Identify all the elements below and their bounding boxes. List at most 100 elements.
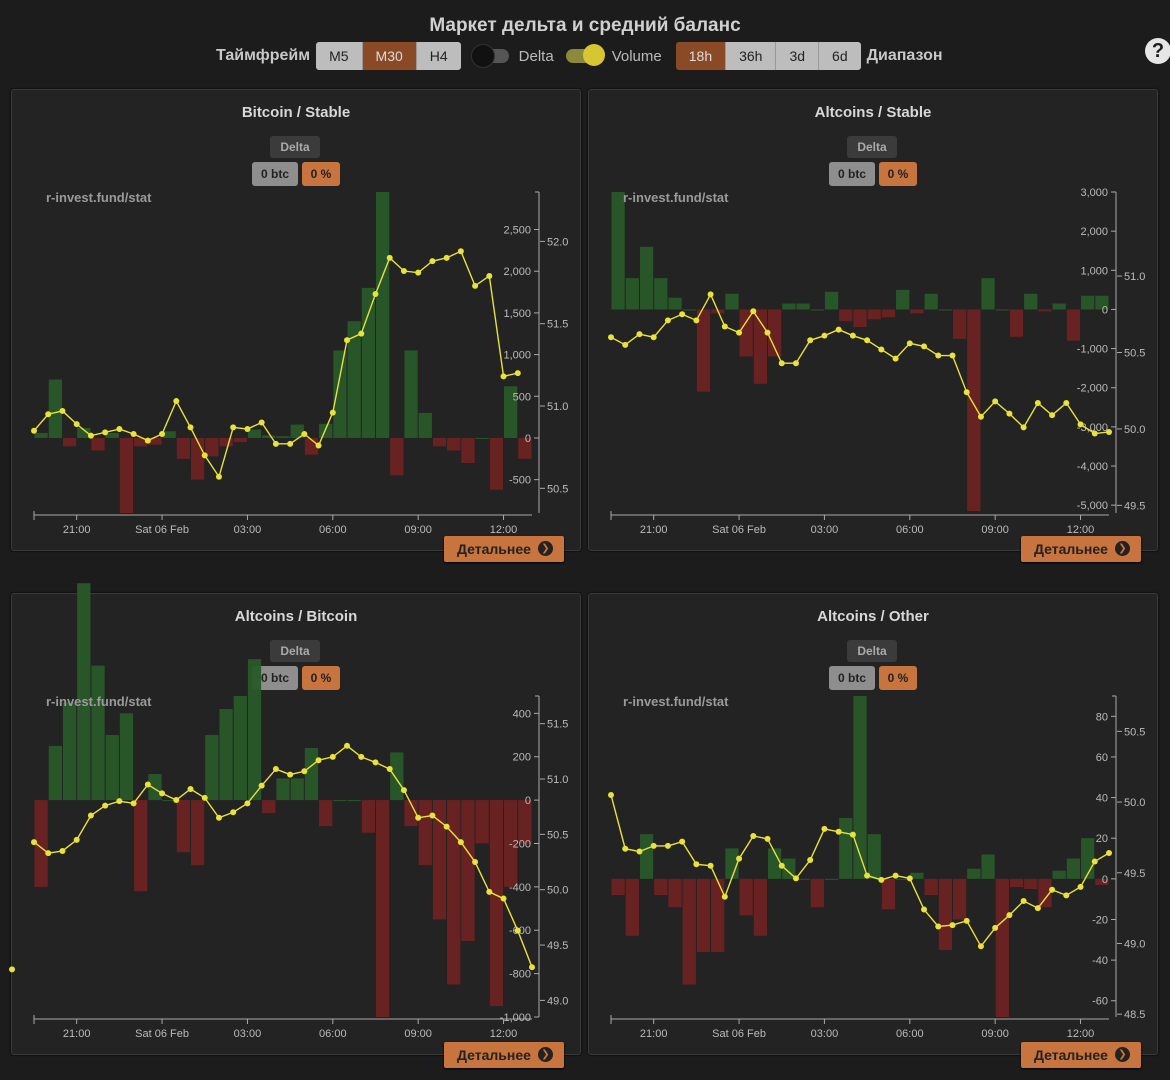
delta-bar bbox=[952, 878, 967, 920]
y-tick-label: -5,000 bbox=[1077, 500, 1108, 512]
delta-bar bbox=[447, 437, 461, 451]
timeframe-h4[interactable]: H4 bbox=[416, 42, 461, 70]
balance-point bbox=[764, 329, 771, 336]
y-tick-label: 80 bbox=[1096, 711, 1108, 723]
delta-bar bbox=[262, 800, 276, 814]
timeframe-label: Таймфрейм bbox=[216, 47, 311, 64]
balance-point bbox=[159, 430, 166, 437]
range-36h[interactable]: 36h bbox=[726, 42, 777, 70]
balance-point bbox=[457, 839, 464, 846]
percent-button[interactable]: 0 % bbox=[302, 666, 340, 690]
percent-button[interactable]: 0 % bbox=[879, 162, 917, 186]
balance-point bbox=[415, 814, 422, 821]
timeframe-m30[interactable]: M30 bbox=[362, 42, 417, 70]
chart-altcoins-bitcoin: 21:00 Sat 06 Feb 03:00 06:00 09:00 12:00 -1,00… bbox=[9, 583, 568, 1040]
delta-bar bbox=[696, 309, 711, 392]
panel-bitcoin-stable: Bitcoin / Stable Delta 0 btc 0 % 21:00 Sa… bbox=[11, 89, 581, 562]
balance-point bbox=[921, 343, 928, 350]
balance-point bbox=[173, 398, 180, 405]
balance-point bbox=[159, 790, 166, 797]
percent-button[interactable]: 0 % bbox=[879, 666, 917, 690]
y2-tick-label: 50.5 bbox=[547, 829, 568, 841]
x-tick-label: Sat 06 Feb bbox=[135, 524, 189, 536]
balance-point bbox=[721, 893, 728, 900]
range-6d[interactable]: 6d bbox=[819, 42, 861, 70]
balance-point bbox=[707, 862, 714, 869]
delta-bar bbox=[739, 878, 753, 916]
balance-point bbox=[1049, 412, 1056, 419]
y2-tick-label: 49.0 bbox=[547, 995, 568, 1007]
watermark: r-invest.fund/stat bbox=[46, 190, 152, 205]
balance-point bbox=[1020, 424, 1027, 431]
delta-bar bbox=[981, 278, 995, 310]
btc-button[interactable]: 0 btc bbox=[829, 666, 875, 690]
delta-bar bbox=[1038, 878, 1052, 908]
balance-point bbox=[457, 248, 464, 255]
balance-point bbox=[679, 838, 686, 845]
volume-toggle-knob bbox=[582, 44, 605, 66]
balance-point bbox=[977, 943, 984, 950]
details-button[interactable]: Детальнее ❯ bbox=[1021, 1042, 1141, 1068]
delta-bar bbox=[639, 834, 654, 879]
panel-title: Bitcoin / Stable bbox=[241, 104, 351, 121]
delta-bar bbox=[725, 848, 739, 879]
delta-bar bbox=[1009, 878, 1024, 887]
delta-toggle[interactable] bbox=[470, 44, 509, 68]
y2-tick-label: 49.0 bbox=[1124, 938, 1145, 950]
btc-button[interactable]: 0 btc bbox=[829, 162, 875, 186]
delta-bar bbox=[896, 289, 910, 310]
balance-point bbox=[358, 753, 365, 760]
range-label: Диапазон bbox=[866, 47, 943, 64]
y2-tick-label: 51.0 bbox=[547, 401, 568, 413]
y-tick-label: 3,000 bbox=[1080, 187, 1108, 199]
delta-bar bbox=[304, 748, 319, 801]
btc-button[interactable]: 0 btc bbox=[252, 162, 298, 186]
delta-bar bbox=[34, 800, 48, 887]
percent-button[interactable]: 0 % bbox=[302, 162, 340, 186]
balance-point bbox=[486, 272, 493, 279]
balance-point bbox=[272, 440, 279, 447]
range-18h[interactable]: 18h bbox=[675, 42, 727, 70]
delta-bar bbox=[853, 696, 867, 879]
range-3d[interactable]: 3d bbox=[776, 42, 820, 70]
balance-point bbox=[45, 850, 52, 857]
delta-bar bbox=[639, 246, 654, 310]
delta-bar bbox=[461, 800, 475, 942]
delta-bar bbox=[1066, 858, 1081, 879]
balance-point bbox=[358, 330, 365, 337]
chart-altcoins-stable: 21:00 Sat 06 Feb 03:00 06:00 09:00 12:00 -5,00… bbox=[608, 187, 1145, 536]
delta-bar bbox=[611, 192, 625, 310]
balance-point bbox=[1091, 858, 1098, 865]
delta-tag: Delta bbox=[847, 640, 897, 662]
delta-bar bbox=[1009, 309, 1024, 337]
delta-bar bbox=[361, 287, 375, 438]
delta-bar bbox=[924, 293, 938, 310]
balance-point bbox=[472, 859, 479, 866]
delta-bar bbox=[910, 309, 924, 314]
delta-bar bbox=[432, 800, 447, 920]
balance-point bbox=[31, 839, 37, 846]
y-tick-label: 2,500 bbox=[503, 225, 531, 237]
details-button[interactable]: Детальнее ❯ bbox=[444, 536, 564, 562]
details-button[interactable]: Детальнее ❯ bbox=[1021, 536, 1141, 562]
timeframe-m5[interactable]: M5 bbox=[316, 42, 363, 70]
delta-bar bbox=[654, 278, 668, 310]
delta-bar bbox=[1024, 293, 1038, 310]
delta-bar bbox=[1095, 295, 1109, 310]
help-icon[interactable]: ? bbox=[1145, 38, 1170, 64]
balance-point bbox=[1006, 912, 1013, 919]
delta-bar bbox=[625, 878, 639, 936]
y2-tick-label: 50.0 bbox=[1124, 797, 1145, 809]
delta-bar bbox=[404, 800, 418, 827]
balance-point bbox=[287, 440, 294, 447]
delta-bar bbox=[896, 878, 910, 880]
delta-bar bbox=[247, 429, 262, 438]
delta-bar bbox=[134, 800, 148, 892]
delta-bar bbox=[375, 800, 390, 1017]
details-button[interactable]: Детальнее ❯ bbox=[444, 1042, 564, 1068]
volume-toggle[interactable] bbox=[565, 44, 605, 66]
delta-bar bbox=[276, 778, 290, 801]
balance-point bbox=[963, 389, 970, 396]
delta-bar bbox=[176, 800, 191, 853]
balance-point bbox=[892, 355, 899, 362]
